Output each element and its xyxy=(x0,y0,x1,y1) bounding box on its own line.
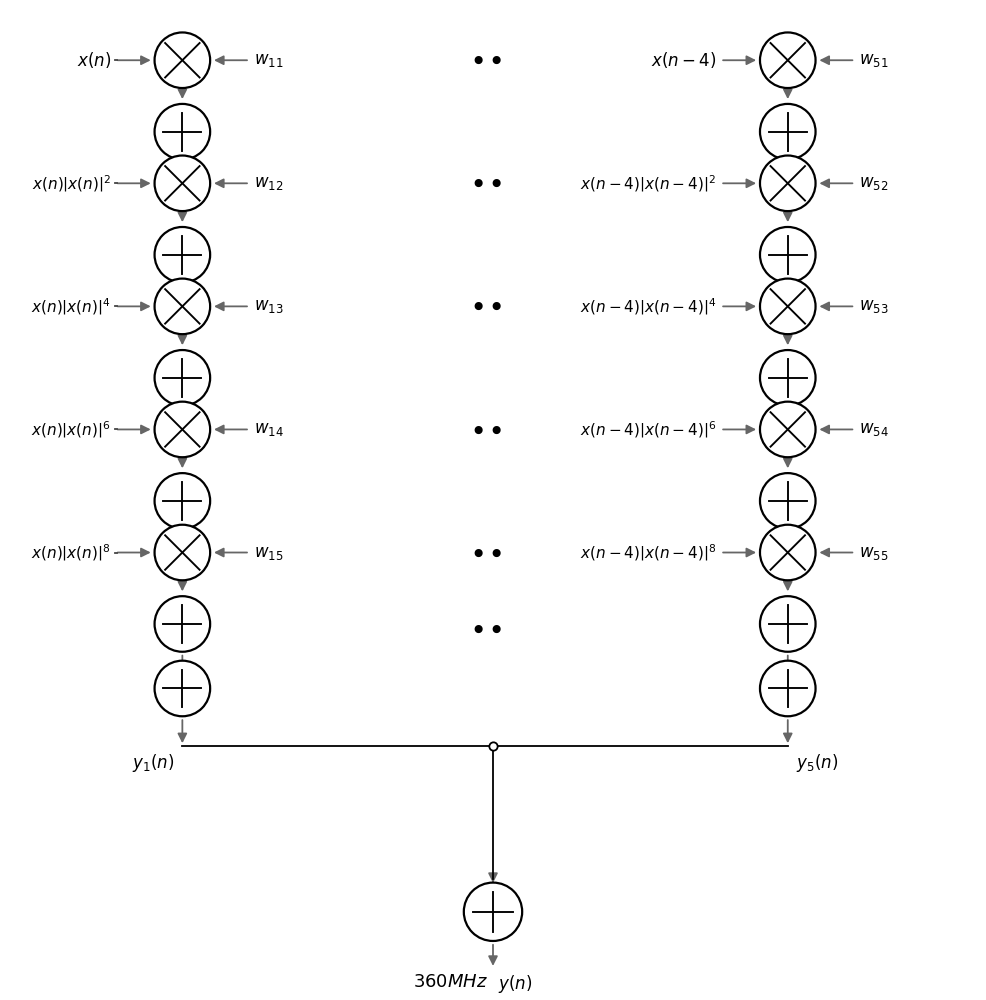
Text: $\bullet\!\bullet$: $\bullet\!\bullet$ xyxy=(468,46,502,74)
Circle shape xyxy=(155,227,210,283)
Text: $y_1(n)$: $y_1(n)$ xyxy=(132,752,175,774)
Text: $w_{54}$: $w_{54}$ xyxy=(859,420,889,438)
Circle shape xyxy=(760,661,815,716)
Text: $x(n-4)$: $x(n-4)$ xyxy=(651,50,716,70)
Circle shape xyxy=(760,596,815,652)
Circle shape xyxy=(155,596,210,652)
Circle shape xyxy=(155,525,210,580)
Circle shape xyxy=(155,350,210,406)
Circle shape xyxy=(760,473,815,529)
Text: $y_5(n)$: $y_5(n)$ xyxy=(796,752,838,774)
Text: $w_{13}$: $w_{13}$ xyxy=(253,297,283,315)
Text: $x(n-4)\left|x(n-4)\right|^{4}$: $x(n-4)\left|x(n-4)\right|^{4}$ xyxy=(580,296,716,317)
Circle shape xyxy=(155,402,210,457)
Text: $w_{51}$: $w_{51}$ xyxy=(859,51,888,69)
Circle shape xyxy=(760,402,815,457)
Text: $w_{53}$: $w_{53}$ xyxy=(859,297,888,315)
Text: $x(n-4)\left|x(n-4)\right|^{2}$: $x(n-4)\left|x(n-4)\right|^{2}$ xyxy=(581,173,716,194)
Circle shape xyxy=(155,279,210,334)
Text: $\bullet\!\bullet$: $\bullet\!\bullet$ xyxy=(468,415,502,443)
Circle shape xyxy=(760,279,815,334)
Circle shape xyxy=(155,32,210,88)
Text: $x(n)\left|x(n)\right|^{4}$: $x(n)\left|x(n)\right|^{4}$ xyxy=(32,296,110,317)
Text: $y(n)$: $y(n)$ xyxy=(498,973,532,995)
Circle shape xyxy=(760,104,815,159)
Text: $x(n)\left|x(n)\right|^{6}$: $x(n)\left|x(n)\right|^{6}$ xyxy=(32,419,110,440)
Text: $x(n-4)\left|x(n-4)\right|^{8}$: $x(n-4)\left|x(n-4)\right|^{8}$ xyxy=(580,542,716,563)
Text: $x(n)\left|x(n)\right|^{2}$: $x(n)\left|x(n)\right|^{2}$ xyxy=(32,173,110,194)
Circle shape xyxy=(760,350,815,406)
Text: $w_{12}$: $w_{12}$ xyxy=(253,174,283,192)
Text: $\bullet\!\bullet$: $\bullet\!\bullet$ xyxy=(468,539,502,567)
Text: $\bullet\!\bullet$: $\bullet\!\bullet$ xyxy=(468,169,502,197)
Text: $\bullet\!\bullet$: $\bullet\!\bullet$ xyxy=(468,615,502,643)
Circle shape xyxy=(155,156,210,211)
Text: $w_{55}$: $w_{55}$ xyxy=(859,544,888,562)
Text: $\bullet\!\bullet$: $\bullet\!\bullet$ xyxy=(468,292,502,320)
Circle shape xyxy=(155,104,210,159)
Text: $w_{52}$: $w_{52}$ xyxy=(859,174,888,192)
Text: $360MHz$: $360MHz$ xyxy=(413,973,488,991)
Circle shape xyxy=(155,473,210,529)
Text: $w_{11}$: $w_{11}$ xyxy=(253,51,283,69)
Circle shape xyxy=(760,525,815,580)
Circle shape xyxy=(760,32,815,88)
Circle shape xyxy=(463,883,523,941)
Circle shape xyxy=(760,227,815,283)
Text: $w_{14}$: $w_{14}$ xyxy=(253,420,284,438)
Text: $w_{15}$: $w_{15}$ xyxy=(253,544,283,562)
Text: $x(n-4)\left|x(n-4)\right|^{6}$: $x(n-4)\left|x(n-4)\right|^{6}$ xyxy=(580,419,716,440)
Circle shape xyxy=(760,156,815,211)
Circle shape xyxy=(155,661,210,716)
Text: $x(n)$: $x(n)$ xyxy=(77,50,110,70)
Text: $x(n)\left|x(n)\right|^{8}$: $x(n)\left|x(n)\right|^{8}$ xyxy=(32,542,110,563)
